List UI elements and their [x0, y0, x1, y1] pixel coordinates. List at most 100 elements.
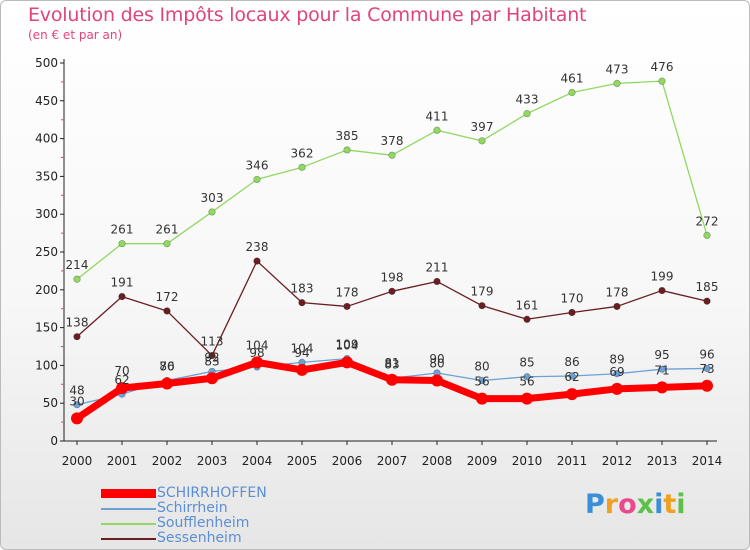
- data-label: 411: [426, 109, 449, 123]
- data-label: 178: [606, 285, 629, 299]
- legend-swatch: [101, 508, 156, 510]
- data-point: [478, 376, 486, 385]
- data-point: [613, 370, 621, 378]
- data-point: [298, 163, 306, 171]
- data-point: [71, 412, 83, 425]
- series-line-soufflenheim: [76, 80, 708, 280]
- data-point: [163, 240, 171, 248]
- x-tick-label: 2013: [647, 454, 678, 468]
- data-label: 178: [336, 285, 359, 299]
- x-tick-label: 2002: [152, 454, 183, 468]
- data-label: 198: [381, 270, 404, 284]
- data-label: 94: [294, 346, 309, 360]
- logo-letter: r: [604, 489, 619, 520]
- data-point: [568, 372, 576, 380]
- data-point: [703, 297, 711, 305]
- data-point: [343, 302, 351, 311]
- data-point: [523, 315, 531, 323]
- legend-swatch: [101, 538, 156, 540]
- data-label: 433: [516, 93, 539, 107]
- data-label: 62: [114, 373, 129, 387]
- data-label: 385: [336, 129, 359, 143]
- data-point: [523, 373, 531, 381]
- legend-label: Soufflenheim: [157, 515, 250, 531]
- data-label: 98: [249, 346, 264, 360]
- logo-letter: i: [676, 489, 686, 520]
- data-label: 80: [474, 360, 489, 374]
- data-label: 161: [516, 298, 539, 312]
- data-label: 238: [246, 240, 269, 254]
- legend-swatch: [101, 523, 156, 525]
- data-point: [568, 308, 576, 317]
- y-tick-label: 0: [50, 434, 58, 448]
- data-point: [433, 126, 441, 134]
- y-tick-label: 350: [35, 169, 58, 183]
- data-label: 56: [519, 375, 534, 389]
- data-label: 56: [474, 375, 489, 389]
- data-point: [73, 275, 81, 283]
- chart-title: Evolution des Impôts locaux pour la Comm…: [28, 4, 587, 26]
- data-point: [433, 277, 441, 286]
- legend-label: Schirrhein: [157, 500, 228, 516]
- data-point: [613, 79, 621, 88]
- data-point: [251, 356, 263, 369]
- x-tick-label: 2005: [287, 454, 318, 468]
- data-point: [163, 307, 171, 315]
- data-point: [566, 388, 578, 401]
- data-label: 95: [654, 348, 669, 362]
- data-label: 104: [336, 338, 359, 352]
- y-tick-label: 150: [35, 321, 58, 335]
- x-tick-label: 2000: [62, 454, 93, 468]
- data-point: [118, 293, 126, 301]
- data-point: [208, 208, 216, 216]
- data-label: 397: [471, 120, 494, 134]
- data-point: [296, 363, 308, 376]
- data-point: [388, 151, 396, 159]
- chart-subtitle: (en € et par an): [28, 28, 123, 42]
- y-tick-label: 250: [35, 245, 58, 259]
- data-label: 76: [159, 360, 174, 374]
- x-tick-label: 2014: [692, 454, 723, 468]
- data-label: 89: [609, 353, 624, 367]
- x-tick-label: 2011: [557, 454, 588, 468]
- logo-letter: o: [618, 489, 637, 520]
- data-label: 70: [114, 364, 129, 378]
- data-point: [658, 286, 666, 295]
- data-point: [611, 382, 623, 395]
- data-label: 83: [384, 357, 399, 371]
- data-label: 113: [201, 335, 224, 349]
- data-point: [431, 374, 443, 387]
- data-label: 179: [471, 285, 494, 299]
- x-tick-label: 2010: [512, 454, 543, 468]
- data-label: 90: [429, 352, 444, 366]
- y-tick-label: 500: [35, 56, 58, 70]
- legend-label: Sessenheim: [157, 530, 242, 546]
- x-tick-label: 2003: [197, 454, 228, 468]
- data-label: 378: [381, 134, 404, 148]
- data-point: [73, 401, 81, 409]
- data-point: [386, 373, 398, 386]
- data-point: [568, 88, 576, 97]
- logo-letter: P: [585, 489, 605, 520]
- data-label: 183: [291, 282, 314, 296]
- data-point: [388, 287, 396, 295]
- y-tick-label: 50: [43, 396, 58, 410]
- data-label: 185: [696, 280, 719, 294]
- y-tick-label: 200: [35, 283, 58, 297]
- data-point: [523, 110, 531, 118]
- data-label: 303: [201, 191, 224, 205]
- data-point: [658, 365, 666, 373]
- legend-swatch: [101, 489, 156, 498]
- legend-label: SCHIRRHOFFEN: [157, 485, 267, 501]
- data-label: 80: [429, 357, 444, 371]
- data-point: [658, 77, 666, 85]
- y-tick-label: 400: [35, 132, 58, 146]
- data-label: 96: [699, 347, 714, 361]
- data-point: [73, 333, 81, 341]
- data-label: 81: [384, 356, 399, 370]
- data-label: 80: [159, 360, 174, 374]
- logo-letter: x: [636, 489, 655, 520]
- x-tick-label: 2001: [107, 454, 138, 468]
